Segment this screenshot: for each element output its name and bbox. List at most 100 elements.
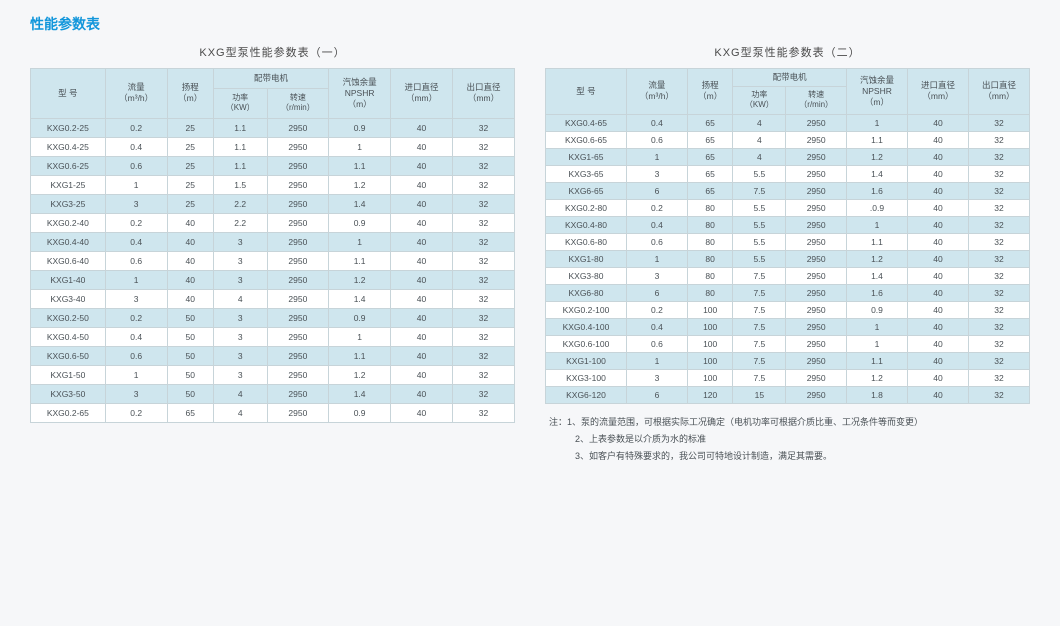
table-row: KXG0.6-650.665429501.14032 [546, 131, 1030, 148]
table-cell: 3 [105, 194, 167, 213]
table-cell: 32 [968, 182, 1029, 199]
table-cell: 2950 [786, 148, 847, 165]
table-cell: 3 [213, 251, 267, 270]
table-cell: 6 [626, 182, 687, 199]
table-cell: 40 [391, 327, 453, 346]
th-model: 型 号 [546, 69, 627, 115]
table-row: KXG0.6-400.640329501.14032 [31, 251, 515, 270]
table-cell: 100 [687, 318, 732, 335]
table-cell: 50 [167, 365, 213, 384]
table-cell: 40 [907, 335, 968, 352]
note-line-2: 2、上表参数是以介质为水的标准 [549, 431, 1030, 448]
table-cell: 40 [167, 232, 213, 251]
table-cell: 32 [453, 365, 515, 384]
table-cell: 65 [687, 182, 732, 199]
table-row: KXG0.6-250.6251.129501.14032 [31, 156, 515, 175]
table-cell: 40 [391, 194, 453, 213]
table-cell: 40 [391, 175, 453, 194]
table-row: KXG6-12061201529501.84032 [546, 386, 1030, 403]
table-cell: KXG1-50 [31, 365, 106, 384]
table-row: KXG0.6-500.650329501.14032 [31, 346, 515, 365]
table-cell: 0.9 [329, 403, 391, 422]
table-cell: 32 [453, 346, 515, 365]
table-cell: 7.5 [733, 318, 786, 335]
table-cell: 7.5 [733, 335, 786, 352]
table-row: KXG0.4-400.4403295014032 [31, 232, 515, 251]
table-cell: 2950 [786, 386, 847, 403]
table-cell: 0.9 [329, 118, 391, 137]
table-cell: 2950 [786, 131, 847, 148]
table-cell: 40 [907, 284, 968, 301]
table2-body: KXG0.4-650.4654295014032KXG0.6-650.66542… [546, 114, 1030, 403]
table-cell: KXG3-100 [546, 369, 627, 386]
table-cell: 0.4 [105, 327, 167, 346]
table-cell: .0.9 [846, 199, 907, 216]
table-cell: 32 [453, 308, 515, 327]
table-cell: 1 [846, 216, 907, 233]
table-cell: 1.2 [329, 270, 391, 289]
table-cell: 3 [213, 308, 267, 327]
table-cell: 100 [687, 369, 732, 386]
table-cell: 2950 [786, 182, 847, 199]
table-cell: 32 [453, 251, 515, 270]
table-cell: 2950 [267, 327, 329, 346]
note-line-3: 3、如客户有特殊要求的，我公司可特地设计制造，满足其需要。 [549, 448, 1030, 465]
table-cell: 2950 [267, 175, 329, 194]
table-cell: 32 [968, 335, 1029, 352]
table-cell: 1.1 [846, 352, 907, 369]
table-cell: KXG6-80 [546, 284, 627, 301]
table-cell: 40 [391, 232, 453, 251]
table-cell: 80 [687, 250, 732, 267]
note-1-text: 1、泵的流量范围，可根据实际工况确定（电机功率可根据介质比重、工况条件等而变更） [567, 417, 923, 427]
table-cell: 32 [968, 318, 1029, 335]
table-cell: 2950 [786, 267, 847, 284]
table-cell: 32 [453, 289, 515, 308]
table-cell: 2950 [786, 352, 847, 369]
table-cell: 5.5 [733, 250, 786, 267]
table-cell: KXG1-65 [546, 148, 627, 165]
table-cell: 25 [167, 175, 213, 194]
table-cell: 1 [329, 232, 391, 251]
th-head: 扬程（m） [687, 69, 732, 115]
table-cell: KXG0.6-40 [31, 251, 106, 270]
table-cell: 7.5 [733, 369, 786, 386]
table-cell: 40 [391, 346, 453, 365]
table-cell: 6 [626, 284, 687, 301]
table-cell: 40 [391, 289, 453, 308]
table-cell: 50 [167, 308, 213, 327]
table-cell: 40 [391, 270, 453, 289]
table-cell: 32 [968, 267, 1029, 284]
table-row: KXG0.2-650.265429500.94032 [31, 403, 515, 422]
table-cell: 3 [213, 346, 267, 365]
table-cell: 32 [453, 232, 515, 251]
table-cell: 0.2 [105, 213, 167, 232]
th-npshr: 汽蚀余量NPSHR（m） [846, 69, 907, 115]
table-cell: 3 [213, 327, 267, 346]
table-row: KXG0.4-1000.41007.5295014032 [546, 318, 1030, 335]
table-cell: 0.9 [329, 308, 391, 327]
table-cell: 2950 [267, 251, 329, 270]
table-cell: 32 [968, 284, 1029, 301]
table-cell: 120 [687, 386, 732, 403]
table-cell: KXG6-65 [546, 182, 627, 199]
table-cell: 40 [167, 270, 213, 289]
table-cell: 3 [626, 267, 687, 284]
table-cell: 3 [213, 365, 267, 384]
table-row: KXG0.4-650.4654295014032 [546, 114, 1030, 131]
table-cell: 3 [105, 289, 167, 308]
table-cell: 100 [687, 352, 732, 369]
table-cell: KXG0.4-100 [546, 318, 627, 335]
table-cell: 40 [907, 216, 968, 233]
table-cell: 7.5 [733, 267, 786, 284]
table-cell: 1.4 [846, 267, 907, 284]
th-power: 功率（KW） [733, 87, 786, 115]
table-cell: 1.1 [846, 233, 907, 250]
table-row: KXG0.2-250.2251.129500.94032 [31, 118, 515, 137]
th-npshr: 汽蚀余量NPSHR（m） [329, 69, 391, 119]
table-cell: 4 [213, 403, 267, 422]
table-cell: 32 [453, 213, 515, 232]
table-cell: KXG3-80 [546, 267, 627, 284]
table-cell: 1 [626, 352, 687, 369]
table-cell: 2950 [267, 194, 329, 213]
table-cell: 1.1 [846, 131, 907, 148]
